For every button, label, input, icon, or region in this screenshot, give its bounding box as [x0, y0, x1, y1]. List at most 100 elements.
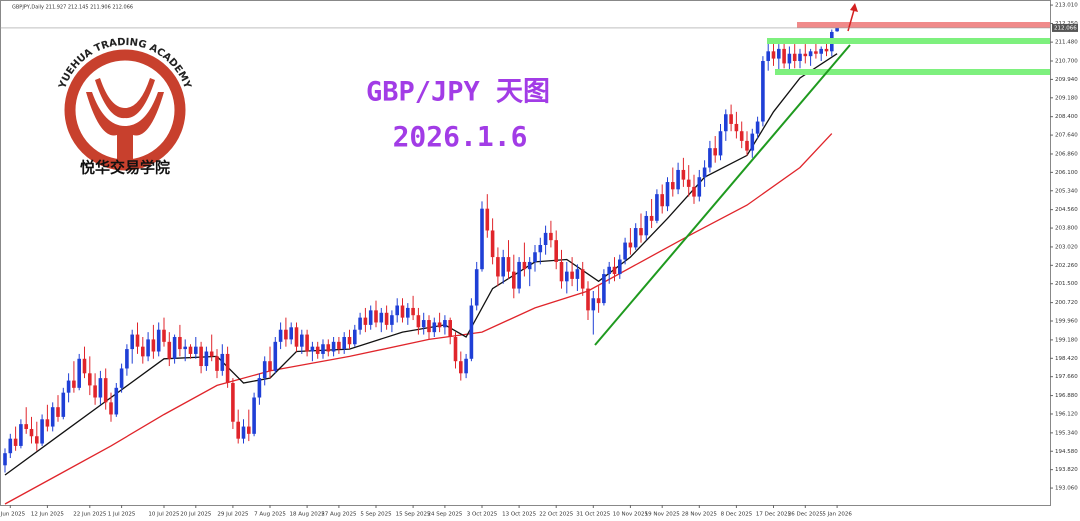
candle-body	[427, 320, 431, 333]
candle-body	[708, 148, 712, 168]
candle-body	[591, 298, 596, 311]
candle-body	[305, 334, 309, 352]
candle-body	[745, 140, 749, 151]
candle-body	[549, 232, 553, 241]
candle-body	[204, 351, 209, 367]
candle-body	[400, 305, 405, 318]
y-tick-label: 195.340	[1055, 430, 1078, 436]
y-tick-label: 199.960	[1055, 319, 1078, 325]
candle-body	[347, 336, 352, 345]
x-tick-label: 31 Oct 2025	[576, 512, 611, 518]
candle-body	[209, 351, 214, 357]
candle-body	[713, 148, 717, 156]
candle-body	[379, 312, 384, 323]
x-tick-label: 10 Jul 2025	[148, 512, 180, 518]
last-price-box	[1052, 23, 1078, 32]
candle-body	[671, 182, 675, 190]
candle-body	[374, 310, 378, 323]
candle-body	[167, 341, 172, 359]
y-tick-label: 211.480	[1055, 40, 1078, 46]
x-tick-label: 22 Jun 2025	[73, 512, 107, 518]
resistance-zone	[797, 22, 1050, 28]
candle-body	[702, 167, 707, 178]
support-zone	[775, 69, 1050, 75]
x-tick-label: 3 Oct 2025	[467, 512, 498, 518]
candle-body	[432, 322, 437, 333]
x-tick-label: 15 Sep 2025	[396, 512, 431, 518]
y-tick-label: 202.260	[1055, 263, 1078, 269]
y-tick-label: 209.940	[1055, 77, 1078, 83]
x-tick-label: 27 Aug 2025	[321, 512, 357, 518]
candle-body	[570, 271, 574, 279]
candle-body	[146, 339, 150, 357]
y-tick-label: 205.340	[1055, 188, 1078, 194]
candle-body	[98, 378, 103, 398]
candle-body	[835, 27, 839, 32]
x-tick-label: 28 Nov 2025	[682, 512, 718, 518]
candle-body	[353, 329, 357, 345]
candle-body	[787, 53, 792, 64]
candle-body	[490, 230, 495, 258]
candle-body	[300, 334, 304, 347]
logo-mark	[86, 78, 164, 160]
candle-body	[3, 453, 7, 466]
candle-body	[750, 133, 755, 151]
candle-body	[215, 356, 219, 371]
y-tick-label: 201.500	[1055, 281, 1078, 287]
x-tick-label: 3 Jun 2025	[0, 512, 26, 518]
x-tick-label: 8 Dec 2025	[721, 512, 753, 518]
candle-body	[612, 266, 617, 275]
candle-body	[13, 438, 18, 446]
arrow-head	[850, 3, 858, 12]
candle-body	[724, 114, 728, 132]
candle-body	[395, 305, 399, 316]
candle-body	[739, 131, 744, 141]
logo: YUEHUA TRADING ACADEMY 悦华交易学院	[57, 37, 193, 177]
x-tick-label: 17 Dec 2025	[756, 512, 792, 518]
candle-body	[824, 48, 829, 52]
x-tick-label: 24 Sep 2025	[427, 512, 462, 518]
candle-body	[580, 269, 585, 289]
logo-name: 悦华交易学院	[80, 159, 170, 177]
candle-body	[45, 419, 50, 427]
candle-body	[199, 346, 203, 367]
candle-body	[421, 320, 426, 328]
x-tick-label: 5 Sep 2025	[360, 512, 392, 518]
candle-body	[119, 368, 124, 388]
arrow	[847, 9, 855, 32]
candle-body	[527, 261, 532, 270]
candle-body	[718, 131, 723, 156]
candle-body	[125, 349, 129, 369]
candle-body	[633, 228, 638, 248]
candle-body	[19, 424, 23, 446]
candle-body	[437, 322, 442, 328]
candle-body	[681, 169, 686, 180]
candle-body	[390, 315, 394, 325]
candle-body	[777, 48, 781, 59]
candle-body	[315, 346, 320, 354]
candle-body	[162, 329, 166, 342]
candle-body	[485, 208, 490, 231]
y-tick-label: 197.660	[1055, 374, 1078, 380]
candle-body	[252, 397, 256, 434]
y-tick-label: 206.860	[1055, 151, 1078, 157]
candle-body	[278, 329, 283, 342]
candle-body	[342, 336, 346, 350]
x-tick-label: 13 Oct 2025	[502, 512, 537, 518]
x-tick-label: 12 Jun 2025	[31, 512, 65, 518]
candle-body	[151, 339, 156, 352]
x-tick-label: 7 Aug 2025	[254, 512, 286, 518]
candle-body	[178, 336, 182, 350]
candle-body	[628, 242, 633, 248]
candle-body	[66, 380, 71, 393]
chart-title: GBP/JPY 天图	[366, 77, 550, 108]
candle-body	[464, 358, 468, 374]
candle-body	[533, 252, 537, 262]
candle-body	[618, 259, 622, 275]
candle-body	[517, 261, 521, 289]
candle-body	[135, 334, 140, 347]
candle-body	[559, 261, 564, 282]
candle-body	[50, 407, 55, 427]
candle-body	[596, 298, 601, 304]
y-tick-label: 199.180	[1055, 337, 1078, 343]
